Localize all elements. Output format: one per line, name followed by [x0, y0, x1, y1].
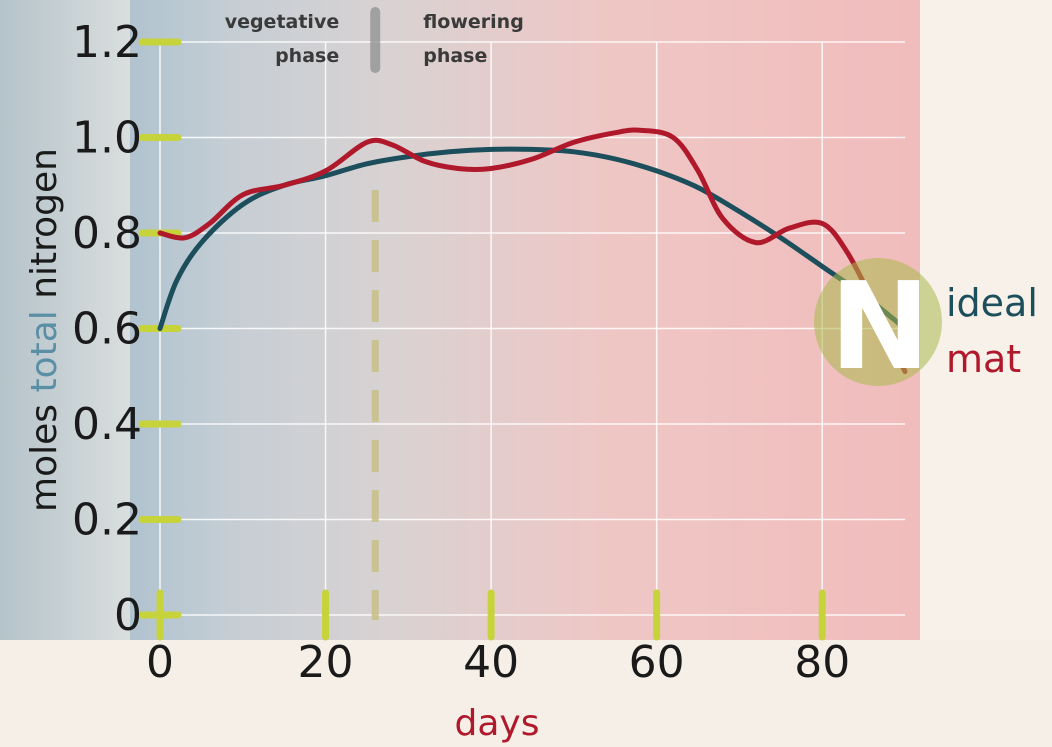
y-axis-title-part: nitrogen: [24, 148, 65, 310]
x-tick-label: 20: [298, 637, 354, 688]
x-tick-label: 80: [794, 637, 850, 688]
y-tick-label: 0: [114, 590, 142, 641]
vegetative-phase-label: vegetative: [225, 11, 340, 33]
right-margin: [920, 0, 1052, 747]
x-axis-title: days: [455, 703, 540, 744]
y-axis-title: moles total nitrogen: [24, 148, 65, 512]
vegetative-phase-label-line2: phase: [275, 45, 339, 67]
bottom-margin: [0, 640, 1052, 747]
legend-entry-ideal: ideal: [946, 281, 1038, 325]
flowering-phase-label: flowering: [423, 11, 524, 33]
flowering-phase-label-line2: phase: [423, 45, 487, 67]
phase-markers: vegetative phase flowering phase: [225, 7, 524, 620]
left-shade: [0, 0, 230, 747]
x-tick-label: 60: [629, 637, 685, 688]
legend-badge: [814, 258, 942, 386]
y-tick-label: 0.6: [72, 304, 142, 355]
y-axis-title-part: total: [24, 310, 65, 392]
x-tick-label: 0: [146, 637, 174, 688]
y-tick-label: 1.2: [72, 17, 142, 68]
x-tick-label: 40: [463, 637, 519, 688]
gridlines: [159, 41, 905, 616]
axis-titles: days moles total nitrogen: [24, 148, 539, 744]
y-tick-label: 1.0: [72, 113, 142, 164]
y-tick-label: 0.4: [72, 399, 142, 450]
series-line-mat: [157, 127, 908, 374]
plot-area: [130, 0, 920, 640]
legend-entry-mat: mat: [946, 337, 1021, 381]
y-tick-label: 0.2: [72, 495, 142, 546]
y-axis-title-part: moles: [24, 393, 65, 512]
y-tick-label: 0.8: [72, 208, 142, 259]
axis-ticks: 0 0.2 0.4 0.6 0.8 1.0 1.2 0 20 40 60 80: [72, 17, 850, 688]
data-series: [157, 127, 908, 374]
legend-letter: N: [830, 258, 930, 397]
